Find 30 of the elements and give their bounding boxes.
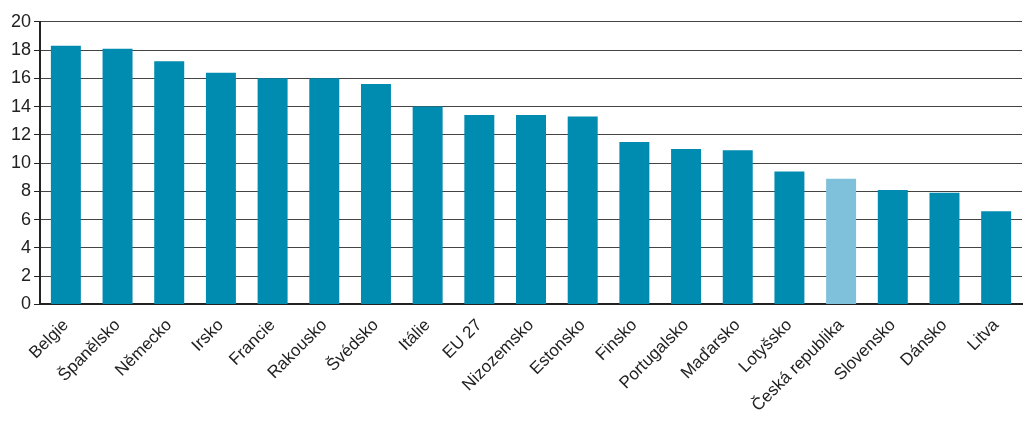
y-tick-label: 2 xyxy=(21,265,32,286)
bar xyxy=(464,115,495,304)
bar xyxy=(774,171,805,304)
bar xyxy=(154,61,185,304)
bar xyxy=(929,192,960,304)
bar xyxy=(412,106,443,304)
bar xyxy=(50,45,81,304)
y-tick-label: 12 xyxy=(10,123,32,144)
y-tick-label: 14 xyxy=(10,95,32,116)
y-tick-label: 16 xyxy=(10,67,32,88)
bar xyxy=(981,211,1012,304)
bar xyxy=(516,115,546,304)
bar xyxy=(257,78,288,304)
bar xyxy=(309,78,340,304)
y-tick-label: 8 xyxy=(21,180,32,201)
y-tick-label: 20 xyxy=(10,10,32,31)
bar xyxy=(205,72,236,304)
bar xyxy=(102,48,133,304)
y-tick-label: 0 xyxy=(21,293,32,314)
y-tick-label: 18 xyxy=(10,39,32,60)
bar xyxy=(360,83,391,304)
y-tick-label: 4 xyxy=(21,236,32,257)
bar xyxy=(722,150,753,304)
bar xyxy=(619,141,650,304)
bar xyxy=(826,178,857,304)
y-tick-label: 10 xyxy=(10,152,32,173)
bar xyxy=(877,189,908,304)
bar xyxy=(567,116,598,304)
y-tick-label: 6 xyxy=(21,208,32,229)
bar xyxy=(671,148,702,304)
